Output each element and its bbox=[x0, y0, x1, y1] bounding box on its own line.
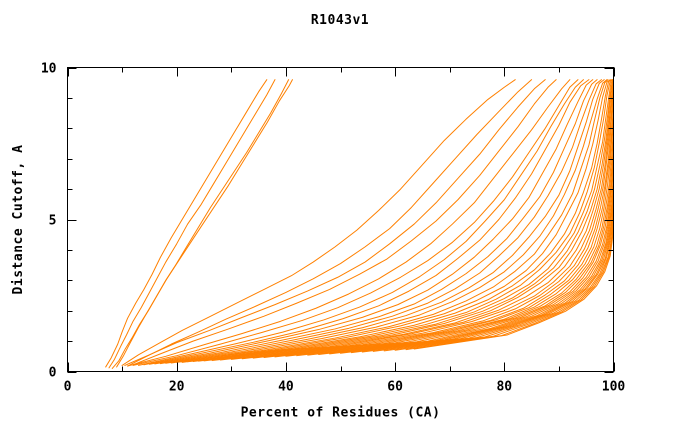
curves-layer bbox=[105, 79, 614, 369]
axis-labels-layer: 0 20 40 60 80 100 0 5 10 Percent of Residues (CA)… bbox=[11, 62, 625, 421]
series-curve bbox=[203, 79, 614, 362]
x-axis-title: Percent of Residues (CA) bbox=[241, 406, 441, 421]
plot-frame bbox=[66, 66, 615, 373]
series-curve bbox=[124, 79, 546, 366]
y-axis-title: Distance Cutoff, A bbox=[11, 145, 26, 295]
series-curve bbox=[296, 79, 614, 357]
x-tick-label: 20 bbox=[169, 380, 185, 395]
series-curve bbox=[413, 79, 614, 350]
series-curve bbox=[252, 79, 614, 359]
series-curve bbox=[108, 79, 276, 369]
series-curve bbox=[307, 79, 614, 356]
series-curve bbox=[165, 79, 605, 364]
series-curve bbox=[143, 79, 590, 366]
series-curve bbox=[211, 79, 614, 362]
series-curve bbox=[394, 79, 614, 351]
series-curve bbox=[127, 79, 533, 367]
series-curve bbox=[137, 79, 584, 366]
series-curve bbox=[132, 79, 557, 366]
series-curve bbox=[318, 79, 614, 355]
y-tick-label: 0 bbox=[49, 366, 57, 381]
series-curve bbox=[187, 79, 612, 363]
series-curve bbox=[127, 79, 571, 367]
series-curve bbox=[329, 79, 614, 355]
series-curve bbox=[219, 79, 614, 361]
series-curve bbox=[241, 79, 614, 360]
x-tick-label: 80 bbox=[496, 380, 512, 395]
series-curve bbox=[116, 79, 293, 368]
series-curve bbox=[121, 79, 516, 366]
series-curve bbox=[176, 79, 609, 363]
series-curve bbox=[263, 79, 614, 359]
series-curve bbox=[170, 79, 608, 364]
series-curve bbox=[340, 79, 614, 354]
x-tick-label: 0 bbox=[64, 380, 72, 395]
series-curve bbox=[148, 79, 594, 365]
series-curve bbox=[198, 79, 614, 362]
series-curve bbox=[383, 79, 614, 352]
series-curve bbox=[154, 79, 598, 365]
series-curve bbox=[350, 79, 614, 354]
series-curve bbox=[230, 79, 614, 360]
axes-layer bbox=[66, 66, 616, 374]
series-curve bbox=[274, 79, 614, 358]
series-curve bbox=[132, 79, 579, 366]
page-title: R1043v1 bbox=[310, 13, 370, 28]
y-tick-label: 5 bbox=[49, 214, 57, 229]
x-tick-label: 40 bbox=[278, 380, 294, 395]
series-curve bbox=[192, 79, 613, 362]
x-tick-label: 60 bbox=[387, 380, 403, 395]
series-curve bbox=[181, 79, 611, 363]
x-tick-label: 100 bbox=[602, 380, 626, 395]
series-curve bbox=[159, 79, 602, 365]
series-curve bbox=[372, 79, 614, 352]
series-curve bbox=[105, 79, 268, 368]
series-curve bbox=[361, 79, 614, 353]
y-tick-label: 10 bbox=[41, 62, 57, 77]
series-curve bbox=[111, 79, 290, 369]
